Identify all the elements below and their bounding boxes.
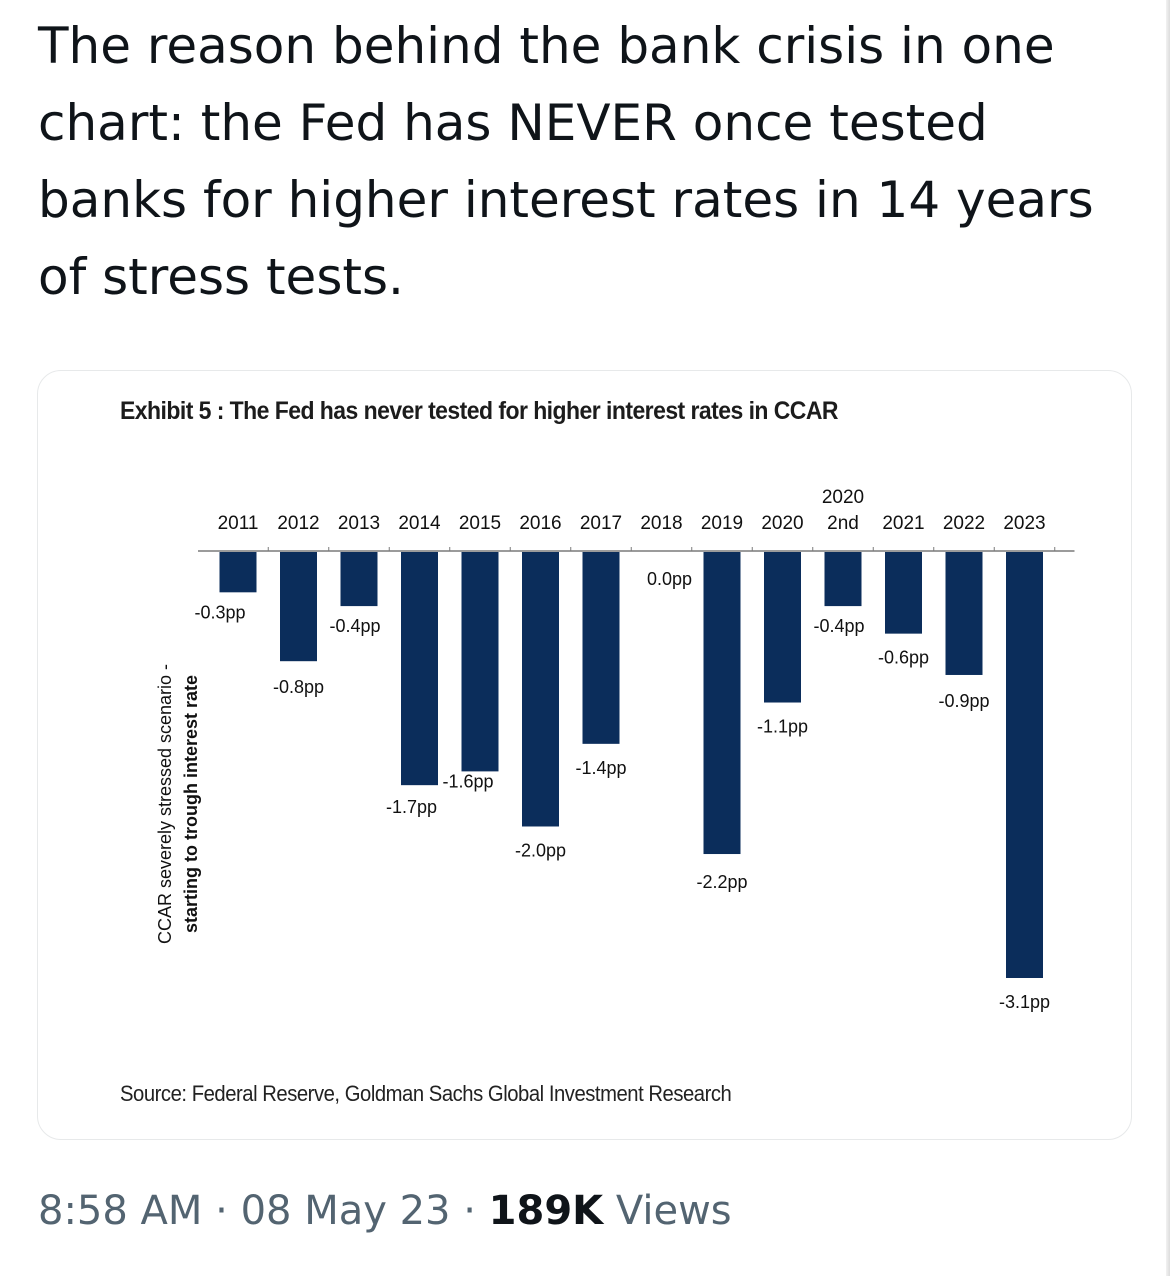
source-note: Source: Federal Reserve, Goldman Sachs G…	[120, 1081, 732, 1106]
data-label: -2.0pp	[515, 840, 566, 860]
tweet-time[interactable]: 8:58 AM	[38, 1188, 203, 1234]
bar	[522, 552, 559, 827]
data-label: -0.8pp	[273, 677, 324, 697]
x-tick-label: 2018	[640, 513, 682, 534]
data-label: -0.4pp	[813, 616, 864, 636]
bar	[824, 552, 862, 607]
x-tick-label: 2016	[519, 513, 561, 534]
tweet-media-card[interactable]: Exhibit 5 : The Fed has never tested for…	[37, 370, 1132, 1140]
x-tick-label: 2015	[459, 513, 501, 534]
exhibit-title: Exhibit 5 : The Fed has never tested for…	[120, 397, 839, 425]
x-tick-label: 2011	[218, 513, 259, 534]
data-label: -2.2pp	[696, 872, 747, 892]
data-label: -0.3pp	[194, 602, 245, 622]
x-tick-label: 2021	[882, 513, 924, 534]
tweet-meta: 8:58 AM · 08 May 23 · 189K Views	[38, 1188, 732, 1234]
data-label: -1.1pp	[757, 717, 808, 737]
data-label: -0.6pp	[878, 648, 929, 668]
data-label: -1.4pp	[575, 758, 626, 778]
bar	[401, 552, 438, 786]
data-label: -3.1pp	[999, 992, 1050, 1012]
window-edge	[1166, 0, 1170, 1276]
x-tick-label: 2022	[943, 513, 985, 534]
y-axis-label: CCAR severely stressed scenario - startin…	[155, 664, 201, 944]
bar	[582, 552, 620, 744]
bar	[764, 552, 801, 703]
bar	[945, 552, 983, 675]
meta-separator: ·	[463, 1188, 476, 1234]
bar	[461, 552, 499, 772]
views-count[interactable]: 189K	[488, 1188, 604, 1234]
bar	[1006, 552, 1043, 978]
data-label: -1.7pp	[386, 797, 437, 817]
views-label: Views	[615, 1188, 732, 1234]
data-label: 0.0pp	[647, 569, 692, 589]
y-axis-label-line: CCAR severely stressed scenario -	[155, 664, 175, 944]
data-label: -0.4pp	[329, 616, 380, 636]
x-tick-label: 2020	[822, 487, 864, 508]
x-tick-label: 2014	[398, 513, 441, 534]
x-tick-label: 2019	[701, 513, 743, 534]
x-tick-label: 2020	[761, 513, 803, 534]
data-label: -1.6pp	[442, 771, 493, 791]
bar	[219, 552, 257, 593]
x-tick-label: 2023	[1003, 513, 1045, 534]
bar-chart: 2011 -0.3pp 2012 -0.8pp 2013 -0.4pp 2014 -1.7pp…	[155, 487, 1075, 1012]
bar	[703, 552, 741, 855]
x-tick-label: 2nd	[827, 513, 859, 534]
y-axis-label-line: starting to trough interest rate	[181, 675, 201, 933]
x-tick-label: 2012	[277, 513, 319, 534]
bar	[885, 552, 922, 634]
meta-separator: ·	[215, 1188, 228, 1234]
data-label: -0.9pp	[938, 691, 989, 711]
x-tick-label: 2013	[338, 513, 380, 534]
tweet-text: The reason behind the bank crisis in one…	[38, 17, 1094, 306]
bar	[340, 552, 378, 607]
x-tick-label: 2017	[580, 513, 622, 534]
tweet-date[interactable]: 08 May 23	[240, 1188, 451, 1234]
bar	[280, 552, 317, 662]
